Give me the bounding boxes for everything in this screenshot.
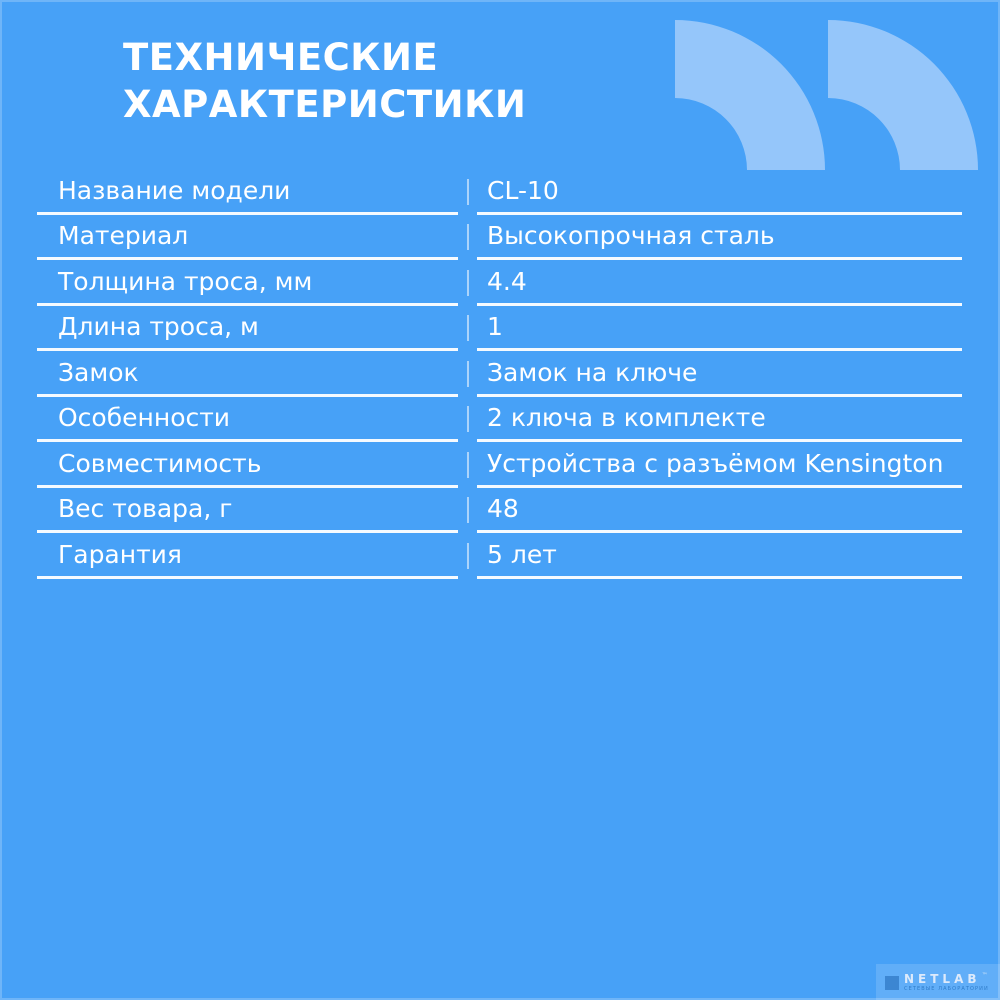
column-divider: [458, 397, 477, 443]
trademark-symbol: ™: [981, 971, 988, 979]
spec-label: Толщина троса, мм: [37, 260, 458, 306]
column-divider: [458, 442, 477, 488]
spec-label: Вес товара, г: [37, 488, 458, 533]
spec-label: Название модели: [37, 169, 458, 215]
spec-value: Замок на ключе: [477, 351, 962, 397]
divider-tick: [466, 178, 469, 205]
table-row: Замок Замок на ключе: [37, 351, 962, 397]
table-row: Гарантия 5 лет: [37, 533, 962, 579]
table-row: Толщина троса, мм 4.4: [37, 260, 962, 306]
netlab-logo-square-icon: [885, 975, 899, 990]
netlab-logo: NETLAB ™ СЕТЕВЫЕ ЛАБОРАТОРИИ: [876, 964, 1000, 1000]
spec-table: Название модели CL-10 Материал Высокопро…: [37, 169, 962, 579]
spec-label: Замок: [37, 351, 458, 397]
divider-tick: [466, 451, 469, 478]
divider-tick: [466, 406, 469, 433]
divider-tick: [466, 224, 469, 251]
table-row: Длина троса, м 1: [37, 306, 962, 352]
spec-value: Устройства с разъёмом Kensington: [477, 442, 962, 488]
column-divider: [458, 351, 477, 397]
spec-value: Высокопрочная сталь: [477, 215, 962, 260]
table-row: Название модели CL-10: [37, 169, 962, 215]
page-title-line1: ТЕХНИЧЕСКИЕ: [123, 36, 439, 79]
spec-value: 4.4: [477, 260, 962, 306]
spec-label: Особенности: [37, 397, 458, 442]
spec-label: Совместимость: [37, 442, 458, 488]
spec-value: 1: [477, 306, 962, 351]
spec-value: 2 ключа в комплекте: [477, 397, 962, 442]
table-row: Вес товара, г 48: [37, 488, 962, 534]
netlab-brand-name: NETLAB: [904, 971, 981, 986]
column-divider: [458, 306, 477, 352]
divider-tick: [466, 269, 469, 296]
table-row: Особенности 2 ключа в комплекте: [37, 397, 962, 443]
netlab-logo-text: NETLAB ™ СЕТЕВЫЕ ЛАБОРАТОРИИ: [904, 971, 989, 992]
spec-label: Материал: [37, 215, 458, 260]
column-divider: [458, 215, 477, 261]
divider-tick: [466, 497, 469, 524]
divider-tick: [466, 542, 469, 569]
divider-tick: [466, 315, 469, 342]
spec-label: Гарантия: [37, 533, 458, 579]
netlab-tagline: СЕТЕВЫЕ ЛАБОРАТОРИИ: [904, 985, 989, 992]
column-divider: [458, 260, 477, 306]
spec-value: CL-10: [477, 169, 962, 215]
double-quote-decor-icon: [675, 20, 978, 170]
table-row: Материал Высокопрочная сталь: [37, 215, 962, 261]
column-divider: [458, 488, 477, 534]
column-divider: [458, 533, 477, 579]
page-title: ТЕХНИЧЕСКИЕ ХАРАКТЕРИСТИКИ: [123, 34, 526, 128]
table-row: Совместимость Устройства с разъёмом Kens…: [37, 442, 962, 488]
column-divider: [458, 169, 477, 215]
spec-value: 5 лет: [477, 533, 962, 579]
spec-value: 48: [477, 488, 962, 533]
divider-tick: [466, 360, 469, 387]
page-title-line2: ХАРАКТЕРИСТИКИ: [123, 83, 527, 126]
spec-label: Длина троса, м: [37, 306, 458, 351]
